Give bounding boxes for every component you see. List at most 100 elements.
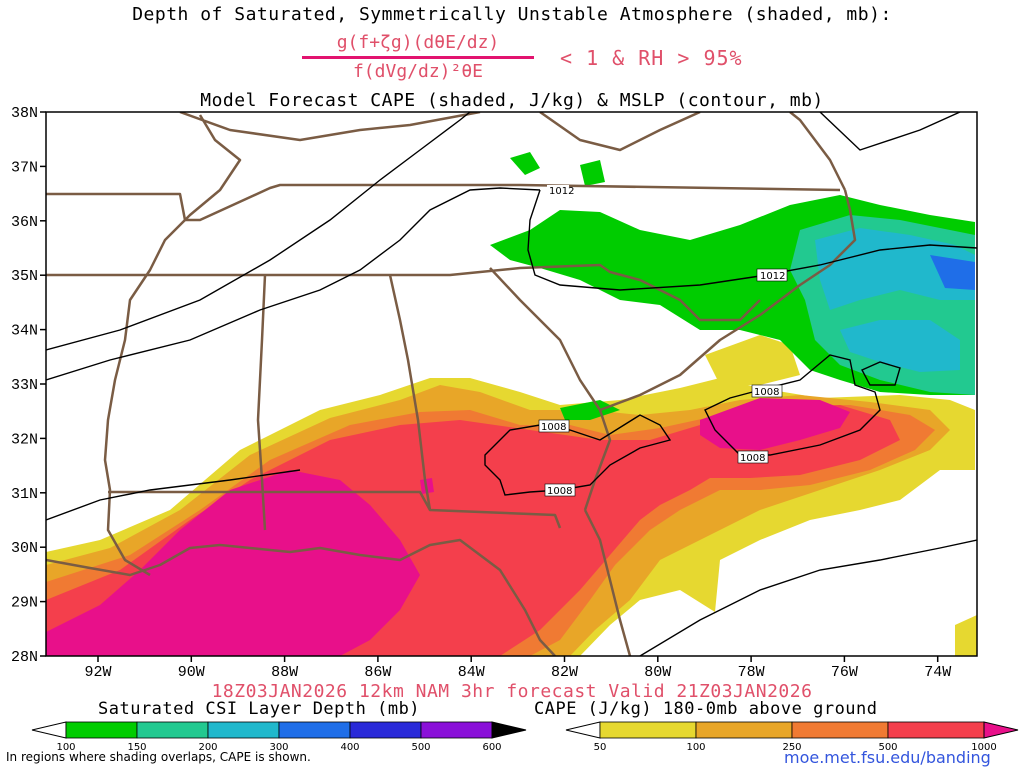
formula-denominator: f(dVg/dz)²θE [352,61,484,82]
csi-colorbar-tick-label: 300 [269,742,288,753]
title-line-3: Model Forecast CAPE (shaded, J/kg) & MSL… [200,90,824,111]
fl-ga-border [108,490,562,529]
csi-colorbar-tick-label: 400 [340,742,359,753]
lat-label: 29N [11,595,38,612]
isobar-label-1008-a: 1008 [541,422,566,433]
csi-300 [930,255,975,290]
lat-label: 32N [11,431,38,448]
formula: g(f+ζg)(dθE/dz) f(dVg/dz)²θE [300,30,536,85]
cape-shading [46,335,977,656]
title-line-1: Depth of Saturated, Symmetrically Unstab… [132,4,892,25]
lon-label: 76W [831,664,858,681]
isobar-1012 [527,189,977,291]
isobar-label-1008-b: 1008 [547,486,572,497]
ohio-river [179,112,481,142]
cape-50-b [705,335,800,385]
csi-200-b [840,320,960,372]
cape-colorbar-tick-label: 500 [878,742,897,753]
cape-colorbar-tick-label: 1000 [971,742,996,753]
source-url[interactable]: moe.met.fsu.edu/banding [784,748,991,767]
ga-sc-border [489,267,612,511]
csi-100-c [580,160,605,186]
csi-colorbar: 100 150 200 300 400 500 600 [31,721,527,753]
cape-colorbar-title: CAPE (J/kg) 180-0mb above ground [534,699,878,719]
csi-colorbar-segment [349,721,422,739]
isobar-ne-arc [46,187,541,381]
lat-label: 31N [11,486,38,503]
lat-label: 30N [11,540,38,557]
cape-colorbar-max-arrow [983,721,1019,739]
csi-colorbar-min-arrow [31,721,67,739]
ky-va-nc-tn-border [46,183,841,222]
cape-colorbar-segment [695,721,793,739]
csi-colorbar-segment [420,721,493,739]
tn-south-border [46,263,641,282]
cape-colorbar-tick-label: 100 [686,742,705,753]
isobar-label-1008-c: 1008 [754,387,779,398]
isobar-se [639,539,977,656]
csi-colorbar-segment [65,721,138,739]
sc-nc-coast [599,189,857,412]
cape-50-c [955,615,977,656]
cape-colorbar: 50 100 250 500 1000 [565,721,1019,753]
lat-label: 34N [11,323,38,340]
isobar-label-1012: 1012 [760,271,785,282]
nc-sc-border [639,278,761,322]
formula-numerator: g(f+ζg)(dθE/dz) [336,32,500,53]
fl-atlantic-coast [583,509,632,656]
lat-label: 36N [11,214,38,231]
lon-label: 92W [84,664,111,681]
lon-label: 90W [178,664,205,681]
formula-condition: < 1 & RH > 95% [560,46,743,70]
lon-label: 82W [551,664,578,681]
isobar-small-loop [861,361,901,386]
lon-label: 84W [458,664,485,681]
gulf-coast [46,538,556,656]
csi-colorbar-tick-label: 600 [482,742,501,753]
isobar-far-north [46,112,471,351]
csi-colorbar-segment [136,721,209,739]
lon-label: 86W [364,664,391,681]
al-ga-border [388,274,432,511]
cape-colorbar-segment [887,721,985,739]
csi-200 [815,228,975,310]
lon-label: 78W [738,664,765,681]
cape-1000-b [700,398,850,450]
isobar-label-1012-north: 1012 [549,186,574,197]
csi-colorbar-tick-label: 150 [127,742,146,753]
csi-colorbar-tick-label: 100 [56,742,75,753]
isobar-south [46,469,301,521]
atlantic-north [789,112,847,191]
lat-label: 28N [11,649,38,666]
csi-100-b [510,152,540,175]
lon-label: 80W [644,664,671,681]
mississippi-river [103,114,242,577]
isobar-labels: 1012 1012 1008 1008 1008 1008 [538,185,788,497]
cape-colorbar-tick-label: 50 [594,742,607,753]
isobar-top-right [819,112,961,151]
longitude-axis: 92W 90W 88W 86W 84W 82W 80W 78W 76W 74W [84,656,951,681]
valid-time: 18Z03JAN2026 12km NAM 3hr forecast Valid… [211,681,813,702]
cape-colorbar-segment [791,721,889,739]
fraction-bar [302,56,534,59]
va-wv-border [539,112,701,152]
lat-label: 38N [11,105,38,122]
lat-label: 35N [11,268,38,285]
lon-label: 74W [924,664,951,681]
latitude-axis: 38N 37N 36N 35N 34N 33N 32N 31N 30N 29N 28N [11,105,46,666]
csi-colorbar-max-arrow [491,721,527,739]
csi-colorbar-tick-label: 200 [198,742,217,753]
csi-100-d [560,400,620,420]
cape-colorbar-min-arrow [565,721,601,739]
csi-colorbar-title: Saturated CSI Layer Depth (mb) [98,699,421,719]
footnote: In regions where shading overlaps, CAPE … [6,750,311,764]
csi-colorbar-segment [278,721,351,739]
ms-al-border [256,274,267,531]
cape-colorbar-segment [599,721,697,739]
lat-label: 33N [11,377,38,394]
csi-colorbar-segment [207,721,280,739]
cape-1000 [46,470,420,656]
lon-label: 88W [271,664,298,681]
lat-label: 37N [11,159,38,176]
